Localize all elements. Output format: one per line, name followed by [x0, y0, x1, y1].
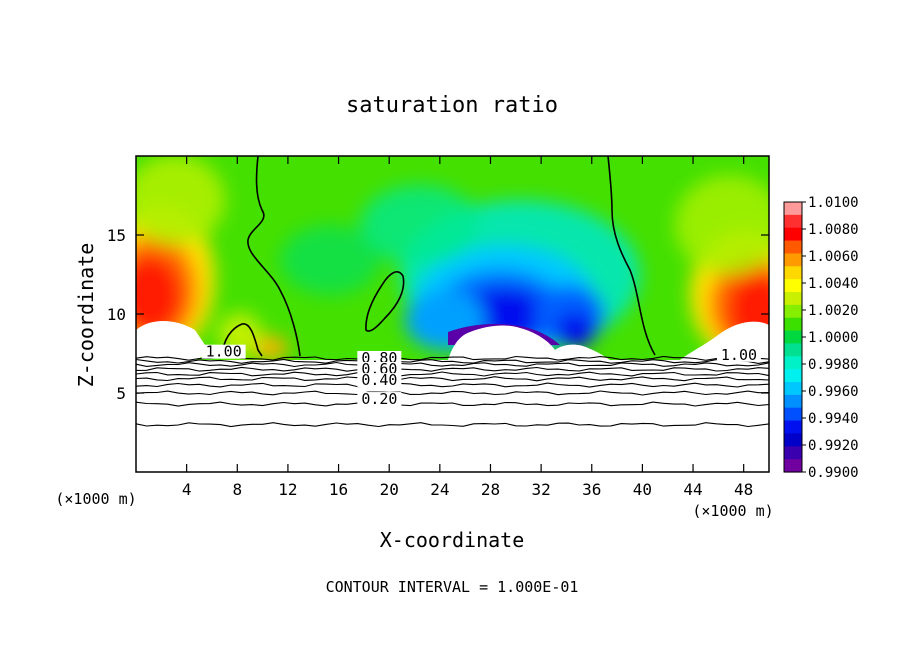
contour-line: [135, 382, 770, 388]
colorbar-label: 1.0020: [808, 303, 859, 319]
x-tick-label: 4: [182, 480, 192, 499]
contour-labels: 1.00 1.000.800.600.400.20: [201, 343, 761, 408]
x-tick-label: 12: [278, 480, 297, 499]
colorbar-swatch: [784, 394, 802, 409]
colorbar-label: 0.9900: [808, 465, 859, 481]
colorbar-swatch: [784, 369, 802, 383]
x-tick-label: 28: [481, 480, 500, 499]
contour-label-bg: [357, 350, 402, 365]
y-axis-label: Z-coordinate: [74, 243, 98, 388]
colorbar-label: 0.9920: [808, 438, 859, 454]
x-axis: 4 8 12 16 20 24 28 32 36 40 44 48: [182, 156, 753, 499]
colorbar-label: 1.0100: [808, 195, 859, 211]
contour-label-bg: [357, 362, 402, 377]
colorbar-label: 0.9940: [808, 411, 859, 427]
y-tick-label: 5: [116, 384, 126, 403]
colorbar-swatch: [784, 304, 802, 319]
x-tick-label: 24: [430, 480, 449, 499]
contour-line: [135, 376, 770, 382]
contour-label-bg: [716, 347, 761, 362]
colorbar-swatch: [784, 279, 802, 293]
field-fill: [136, 156, 769, 472]
contour-label: 1.00: [721, 346, 757, 364]
colorbar-swatch: [784, 227, 802, 242]
colorbar-swatch: [784, 382, 802, 396]
x-tick-label: 20: [380, 480, 399, 499]
colorbar-swatch: [784, 459, 802, 473]
contour-interval-note: CONTOUR INTERVAL = 1.000E-01: [326, 578, 579, 596]
x-tick-label: 48: [734, 480, 753, 499]
colorbar-label: 1.0080: [808, 222, 859, 238]
contour-label-bg: [357, 392, 402, 407]
colorbar-swatch: [784, 420, 802, 435]
colorbar-swatch: [784, 433, 802, 447]
contour-line: [135, 371, 770, 377]
x-tick-label: 40: [633, 480, 652, 499]
y-tick-label: 15: [107, 226, 126, 245]
lower-contours: [135, 355, 770, 428]
y-axis: 5 10 15: [107, 226, 769, 403]
contour-label: 0.20: [361, 390, 397, 408]
contour-line: [135, 422, 770, 428]
contour-label: 0.40: [361, 371, 397, 389]
contour-line: [135, 366, 770, 372]
x-axis-label: X-coordinate: [380, 528, 525, 552]
colorbar-swatch: [784, 356, 802, 370]
y-tick-label: 10: [107, 305, 126, 324]
colorbar-swatch: [784, 317, 802, 332]
contour-lines: [222, 155, 656, 357]
colorbar: 1.0100 1.0080 1.0060 1.0040 1.0020 1.0000 0.99…: [783, 195, 859, 481]
colorbar-label: 1.0040: [808, 276, 859, 292]
colorbar-label: 1.0060: [808, 249, 859, 265]
colorbar-swatch: [784, 266, 802, 280]
x-tick-label: 16: [329, 480, 348, 499]
contour-line: [135, 401, 770, 407]
plot-area: 1.00 1.000.800.600.400.20: [135, 155, 770, 473]
x-tick-label: 44: [683, 480, 702, 499]
colorbar-label: 1.0000: [808, 330, 859, 346]
contour-label-bg: [201, 344, 246, 359]
x-tick-label: 8: [232, 480, 242, 499]
contour-label-bg: [357, 373, 402, 388]
x-unit-left: (×1000 m): [55, 490, 136, 508]
colorbar-label: 0.9980: [808, 357, 859, 373]
contour-line: [135, 390, 770, 396]
contour-line: [135, 361, 770, 368]
contour-line: [135, 358, 770, 364]
x-tick-label: 36: [582, 480, 601, 499]
colorbar-swatch: [784, 343, 802, 357]
colorbar-swatch: [784, 214, 802, 229]
colorbar-swatch: [784, 202, 802, 216]
colorbar-swatch: [784, 407, 802, 422]
contour-label: 1.00: [206, 343, 242, 361]
colorbar-swatch: [784, 253, 802, 267]
colorbar-swatch: [784, 330, 802, 345]
colorbar-swatch: [784, 292, 802, 306]
colorbar-swatch: [784, 446, 802, 460]
colorbar-swatch: [784, 240, 802, 255]
x-unit-right: (×1000 m): [692, 502, 773, 520]
colorbar-label: 0.9960: [808, 384, 859, 400]
x-tick-label: 32: [531, 480, 550, 499]
chart-title: saturation ratio: [346, 93, 558, 118]
